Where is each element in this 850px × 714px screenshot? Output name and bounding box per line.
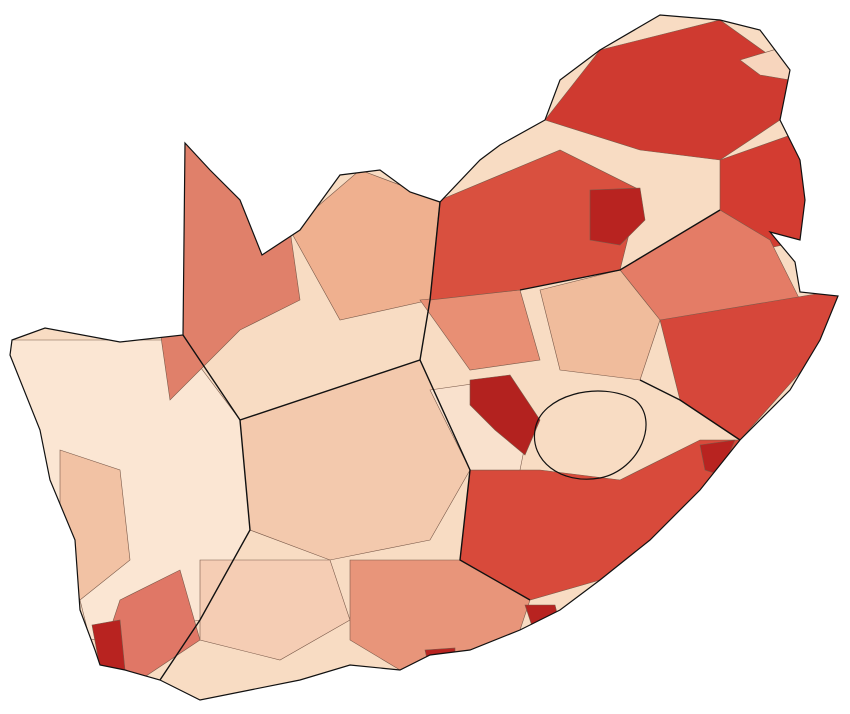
- province-border: [639, 379, 741, 441]
- district: [424, 647, 456, 673]
- province-border: [239, 359, 531, 601]
- district: [659, 289, 838, 441]
- province-border: [159, 334, 251, 681]
- district: [524, 604, 561, 636]
- district: [91, 619, 126, 671]
- province-border: [419, 201, 441, 361]
- district: [589, 187, 646, 246]
- district: [469, 374, 541, 456]
- district: [199, 559, 351, 661]
- country-outline: [9, 14, 839, 701]
- district: [699, 439, 736, 476]
- province-border: [519, 209, 721, 291]
